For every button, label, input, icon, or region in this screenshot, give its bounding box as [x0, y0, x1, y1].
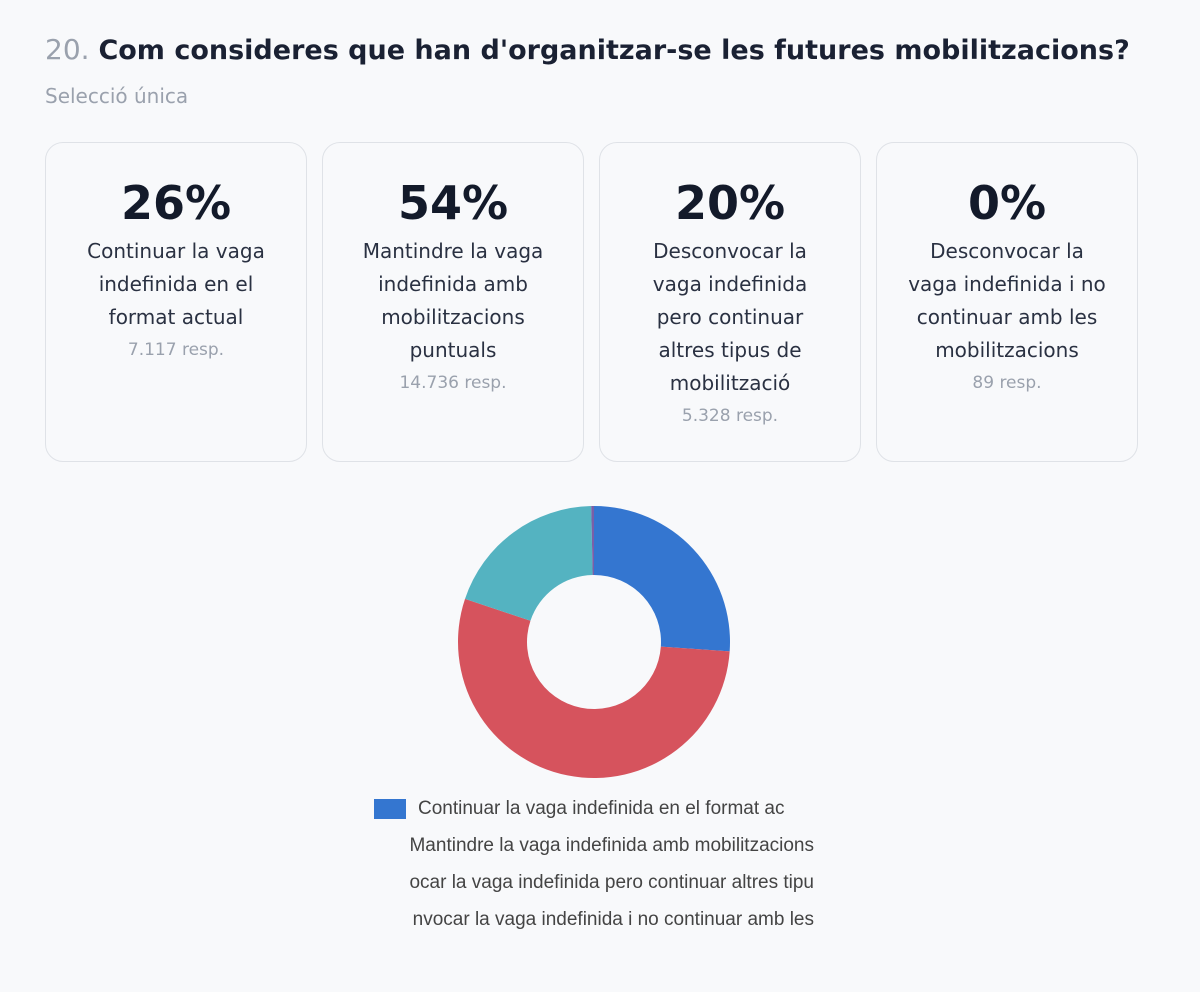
donut-slice[interactable]: [594, 506, 730, 652]
legend-label: nvocar la vaga indefinida i no continuar…: [412, 908, 814, 930]
question-number: 20.: [45, 33, 90, 66]
legend-label: Mantindre la vaga indefinida amb mobilit…: [409, 834, 814, 856]
legend-label: Continuar la vaga indefinida en el forma…: [418, 797, 785, 819]
question-text: Com consideres que han d'organitzar-se l…: [98, 35, 1130, 66]
result-card: 20% Desconvocar la vaga indefinida pero …: [599, 142, 861, 462]
option-percent: 54%: [397, 176, 509, 230]
legend-item[interactable]: Mantindre la vaga indefinida amb mobilit…: [372, 827, 814, 864]
legend-item[interactable]: Continuar la vaga indefinida en el forma…: [372, 790, 814, 827]
donut-slice[interactable]: [591, 506, 594, 576]
option-percent: 26%: [120, 176, 232, 230]
option-responses: 89 resp.: [972, 373, 1042, 393]
donut-chart: [457, 506, 730, 778]
option-label: Desconvocar la vaga indefinida i no cont…: [908, 239, 1106, 362]
result-card: 0% Desconvocar la vaga indefinida i no c…: [876, 142, 1138, 462]
result-cards: 26% Continuar la vaga indefinida en el f…: [45, 142, 1138, 462]
result-card: 26% Continuar la vaga indefinida en el f…: [45, 142, 307, 462]
donut-slice[interactable]: [465, 506, 593, 621]
option-responses: 14.736 resp.: [399, 373, 507, 393]
legend-item[interactable]: nvocar la vaga indefinida i no continuar…: [372, 901, 814, 930]
option-responses: 5.328 resp.: [681, 406, 779, 426]
option-percent: 20%: [674, 176, 786, 230]
legend-swatch: [374, 798, 406, 819]
option-label: Desconvocar la vaga indefinida pero cont…: [652, 239, 808, 395]
option-label: Continuar la vaga indefinida en el forma…: [87, 239, 265, 329]
donut-slice[interactable]: [457, 598, 730, 778]
question-title: 20. Com consideres que han d'organitzar-…: [45, 30, 1130, 71]
option-label: Mantindre la vaga indefinida amb mobilit…: [362, 239, 544, 362]
result-card: 54% Mantindre la vaga indefinida amb mob…: [322, 142, 584, 462]
option-percent: 0%: [967, 176, 1047, 230]
legend-label: ocar la vaga indefinida pero continuar a…: [409, 871, 814, 893]
question-type: Selecció única: [45, 84, 189, 108]
chart-legend: Continuar la vaga indefinida en el forma…: [372, 790, 814, 930]
legend-item[interactable]: ocar la vaga indefinida pero continuar a…: [372, 864, 814, 901]
option-responses: 7.117 resp.: [127, 340, 225, 360]
